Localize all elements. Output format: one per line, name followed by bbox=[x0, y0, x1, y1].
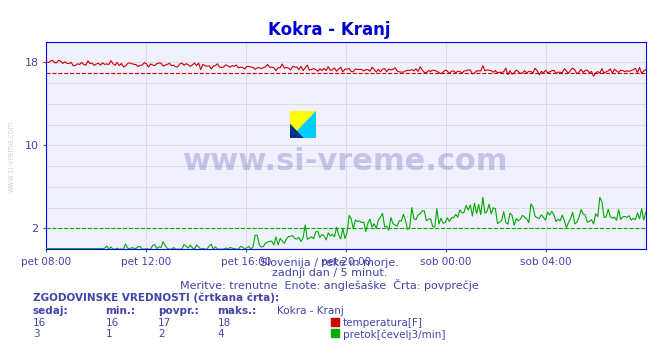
Text: ZGODOVINSKE VREDNOSTI (črtkana črta):: ZGODOVINSKE VREDNOSTI (črtkana črta): bbox=[33, 292, 279, 303]
Text: Kokra - Kranj: Kokra - Kranj bbox=[277, 306, 343, 316]
Polygon shape bbox=[290, 111, 316, 138]
Polygon shape bbox=[290, 125, 303, 138]
Text: 2: 2 bbox=[158, 329, 165, 339]
Text: maks.:: maks.: bbox=[217, 306, 257, 316]
Text: Kokra - Kranj: Kokra - Kranj bbox=[268, 21, 391, 39]
Text: sedaj:: sedaj: bbox=[33, 306, 69, 316]
Text: 18: 18 bbox=[217, 318, 231, 328]
Text: www.si-vreme.com: www.si-vreme.com bbox=[7, 120, 16, 192]
Text: 3: 3 bbox=[33, 329, 40, 339]
Text: 17: 17 bbox=[158, 318, 171, 328]
Text: min.:: min.: bbox=[105, 306, 136, 316]
Text: Meritve: trenutne  Enote: anglešaške  Črta: povprečje: Meritve: trenutne Enote: anglešaške Črta… bbox=[180, 279, 479, 291]
Text: 16: 16 bbox=[105, 318, 119, 328]
Polygon shape bbox=[290, 111, 316, 138]
Text: 16: 16 bbox=[33, 318, 46, 328]
Text: 1: 1 bbox=[105, 329, 112, 339]
Text: www.si-vreme.com: www.si-vreme.com bbox=[183, 147, 509, 176]
Text: Slovenija / reke in morje.: Slovenija / reke in morje. bbox=[260, 258, 399, 268]
Text: 4: 4 bbox=[217, 329, 224, 339]
Text: temperatura[F]: temperatura[F] bbox=[343, 318, 422, 328]
Text: zadnji dan / 5 minut.: zadnji dan / 5 minut. bbox=[272, 268, 387, 278]
Text: pretok[čevelj3/min]: pretok[čevelj3/min] bbox=[343, 329, 445, 340]
Text: povpr.:: povpr.: bbox=[158, 306, 199, 316]
